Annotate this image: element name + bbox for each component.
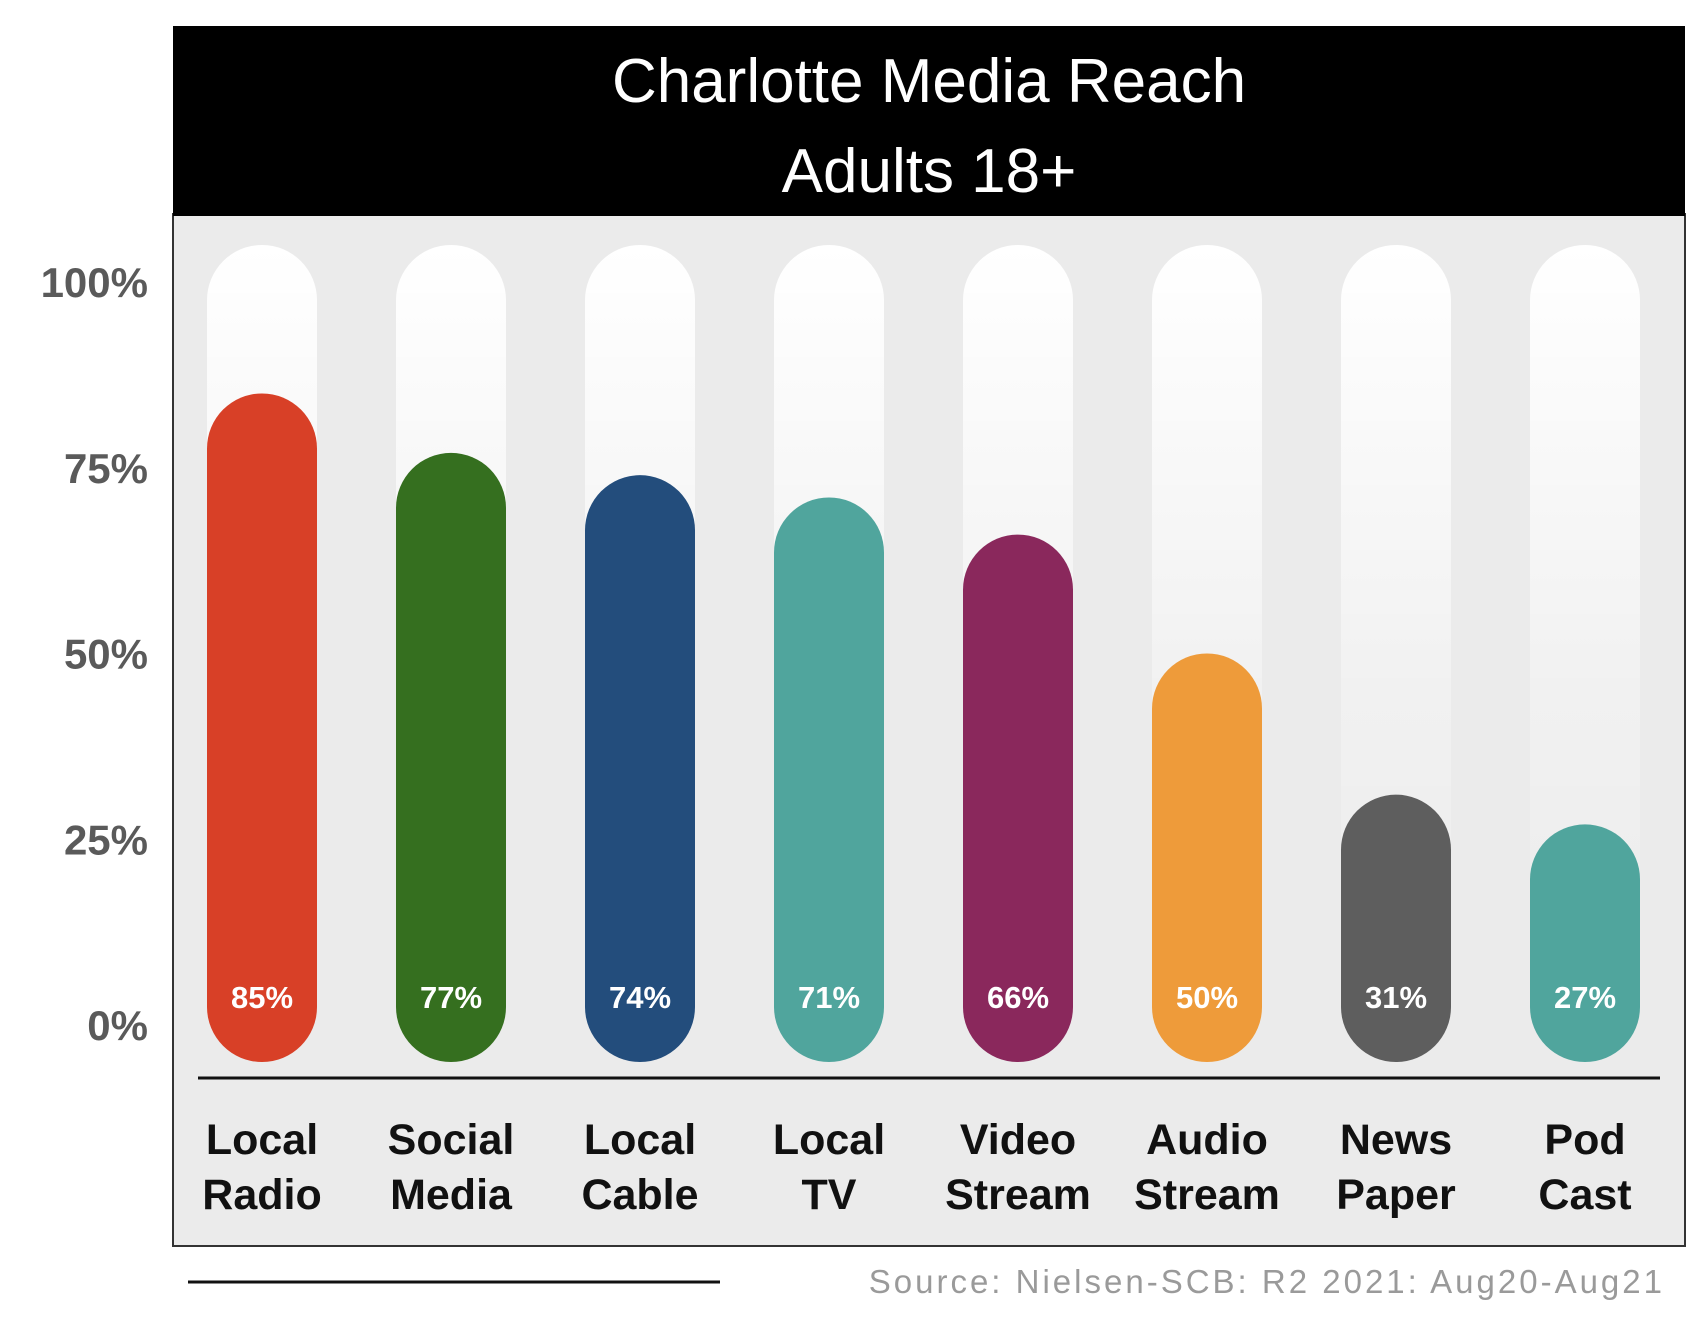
bar [1341,794,1451,1062]
category-label-line-1: Pod [1544,1116,1625,1164]
category-label-line-1: Local [773,1116,885,1164]
category-label-line-2: Media [390,1171,513,1219]
bar-value-label: 74% [609,980,671,1015]
category-label-line-1: Local [584,1116,696,1164]
y-tick-label: 0% [87,1002,148,1049]
bar-value-label: 85% [231,980,293,1015]
category-label-line-1: Local [206,1116,318,1164]
title-bar [173,26,1685,216]
y-tick-label: 100% [41,259,148,306]
category-label-line-2: TV [802,1171,857,1219]
category-label-line-2: Paper [1336,1171,1456,1219]
category-label-line-2: Stream [1134,1171,1280,1219]
bar-value-label: 66% [987,980,1049,1015]
bar-value-label: 27% [1554,980,1616,1015]
bar [1530,824,1640,1062]
y-tick-label: 50% [64,631,148,678]
bar [774,497,884,1063]
category-label-line-2: Cast [1538,1171,1631,1219]
bar [207,393,317,1062]
source-note: Source: Nielsen-SCB: R2 2021: Aug20-Aug2… [869,1263,1665,1300]
bar [396,452,506,1062]
category-label-line-1: Social [388,1116,515,1164]
chart-title-line-1: Charlotte Media Reach [612,47,1246,116]
chart-title-line-2: Adults 18+ [782,137,1077,206]
bar-value-label: 31% [1365,980,1427,1015]
y-tick-label: 25% [64,816,148,863]
bar [585,475,695,1062]
category-label-line-2: Radio [202,1171,321,1219]
bar-value-label: 71% [798,980,860,1015]
category-label-line-1: News [1340,1116,1452,1164]
category-label-line-1: Audio [1146,1116,1268,1164]
category-label-line-1: Video [960,1116,1076,1164]
bar-value-label: 77% [420,980,482,1015]
bar [963,534,1073,1062]
bar [1152,653,1262,1062]
category-label-line-2: Stream [945,1171,1091,1219]
y-tick-label: 75% [64,445,148,492]
bar-value-label: 50% [1176,980,1238,1015]
category-label-line-2: Cable [581,1171,698,1219]
